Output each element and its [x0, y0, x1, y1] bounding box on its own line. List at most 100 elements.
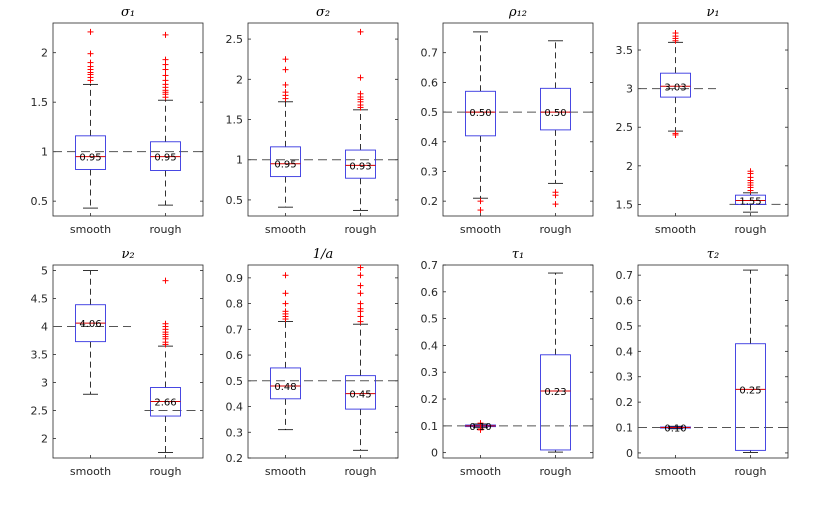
y-tick-label: 0.5 — [421, 313, 439, 326]
median-value-label: 0.50 — [469, 108, 491, 119]
outlier-marker — [162, 320, 169, 327]
y-tick-label: 0.1 — [421, 420, 439, 433]
y-tick-label: 2.5 — [31, 404, 49, 417]
median-value-label: 0.93 — [349, 161, 371, 172]
box-rough: 1.55 — [735, 168, 766, 213]
panel-title: ρ₁₂ — [508, 5, 527, 20]
y-tick-label: 0 — [626, 447, 633, 460]
box-smooth: 3.03 — [660, 30, 691, 138]
outlier-marker — [477, 198, 484, 205]
median-value-label: 1.55 — [739, 197, 761, 208]
y-tick-label: 0.6 — [421, 76, 439, 89]
y-tick-label: 2.5 — [226, 33, 244, 46]
median-value-label: 0.10 — [664, 424, 686, 435]
y-tick-label: 0.5 — [226, 194, 244, 207]
x-category-label: rough — [150, 465, 182, 478]
y-tick-label: 0.5 — [226, 375, 244, 388]
box-smooth: 0.48 — [270, 272, 301, 431]
y-tick-label: 2.5 — [616, 121, 634, 134]
x-category-label: rough — [150, 223, 182, 236]
box-rough: 2.66 — [150, 277, 181, 453]
box-smooth: 0.50 — [465, 31, 496, 214]
outlier-marker — [357, 318, 364, 325]
y-tick-label: 0.4 — [226, 401, 244, 414]
outlier-marker — [672, 131, 679, 138]
iqr-box — [465, 90, 496, 137]
box-smooth: 0.10 — [660, 424, 691, 435]
axes-frame — [442, 264, 594, 459]
outlier-marker — [357, 300, 364, 307]
outlier-marker — [87, 50, 94, 57]
box-rough: 0.25 — [735, 269, 766, 453]
y-tick-label: 0.4 — [421, 136, 439, 149]
iqr-box — [75, 135, 106, 170]
panel-8: τ₂ 0 0.1 0.2 0.3 0.4 0.5 0.6 0.7 smooth rough 0.10 0… — [616, 247, 789, 478]
median-value-label: 0.10 — [469, 422, 491, 433]
y-tick-label: 0.2 — [226, 452, 244, 465]
outlier-marker — [162, 72, 169, 79]
x-category-label: smooth — [70, 465, 111, 478]
y-tick-label: 0.6 — [226, 349, 244, 362]
panel-7: τ₁ 0 0.1 0.2 0.3 0.4 0.5 0.6 0.7 smooth rough 0.10 0… — [421, 247, 594, 478]
outlier-marker — [357, 313, 364, 320]
y-tick-label: 0.2 — [616, 396, 634, 409]
x-category-label: smooth — [460, 223, 501, 236]
panel-title: ν₂ — [121, 247, 134, 262]
outlier-marker — [747, 168, 754, 175]
outlier-marker — [552, 192, 559, 199]
panel-1: σ₁ 0.5 1 1.5 2 smooth rough 0.95 0.95 — [31, 5, 204, 236]
outlier-marker — [282, 300, 289, 307]
iqr-box — [270, 367, 301, 400]
x-category-label: rough — [540, 223, 572, 236]
axes-frame — [637, 264, 789, 459]
box-rough: 0.45 — [345, 264, 376, 451]
iqr-box — [660, 72, 691, 98]
iqr-box — [540, 354, 571, 451]
y-tick-label: 2 — [41, 432, 48, 445]
median-value-label: 0.25 — [739, 385, 761, 396]
y-tick-label: 0 — [431, 447, 438, 460]
y-tick-label: 3.5 — [31, 349, 49, 362]
outlier-marker — [672, 30, 679, 37]
y-tick-label: 0.5 — [616, 320, 634, 333]
y-tick-label: 1.5 — [31, 96, 49, 109]
outlier-marker — [357, 272, 364, 279]
y-tick-label: 2 — [236, 73, 243, 86]
outlier-marker — [282, 290, 289, 297]
median-value-label: 0.45 — [349, 390, 371, 401]
y-tick-label: 0.7 — [226, 323, 244, 336]
axes-frame — [247, 22, 399, 217]
panel-4: ν₁ 1.5 2 2.5 3 3.5 smooth rough 3.03 1.55 — [616, 5, 789, 236]
y-tick-label: 0.1 — [616, 422, 634, 435]
y-tick-label: 0.4 — [616, 345, 634, 358]
y-tick-label: 0.2 — [421, 195, 439, 208]
y-tick-label: 0.9 — [226, 272, 244, 285]
panel-2: σ₂ 0.5 1 1.5 2 2.5 smooth rough 0.95 0.93 — [226, 5, 399, 236]
y-tick-label: 0.3 — [226, 426, 244, 439]
y-tick-label: 0.5 — [421, 106, 439, 119]
outlier-marker — [87, 59, 94, 66]
x-category-label: smooth — [655, 223, 696, 236]
panel-5: ν₂ 2 2.5 3 3.5 4 4.5 5 smooth rough 4.06 2.66 — [31, 247, 204, 478]
y-tick-label: 0.5 — [31, 195, 49, 208]
y-tick-label: 0.7 — [616, 269, 634, 282]
y-tick-label: 4 — [41, 321, 48, 334]
y-tick-label: 2 — [626, 160, 633, 173]
y-tick-label: 0.7 — [421, 47, 439, 60]
panel-title: ν₁ — [706, 5, 719, 20]
outlier-marker — [282, 89, 289, 96]
x-category-label: smooth — [265, 465, 306, 478]
outlier-marker — [162, 277, 169, 284]
y-tick-label: 0.8 — [226, 298, 244, 311]
median-value-label: 0.48 — [274, 382, 296, 393]
panel-title: τ₁ — [512, 247, 524, 262]
y-tick-label: 0.3 — [421, 366, 439, 379]
box-rough: 0.93 — [345, 28, 376, 211]
box-smooth: 4.06 — [75, 270, 106, 395]
box-smooth: 0.95 — [270, 56, 301, 208]
outlier-marker — [357, 305, 364, 312]
iqr-box — [540, 87, 571, 131]
iqr-box — [735, 343, 766, 451]
y-tick-label: 1.5 — [616, 198, 634, 211]
